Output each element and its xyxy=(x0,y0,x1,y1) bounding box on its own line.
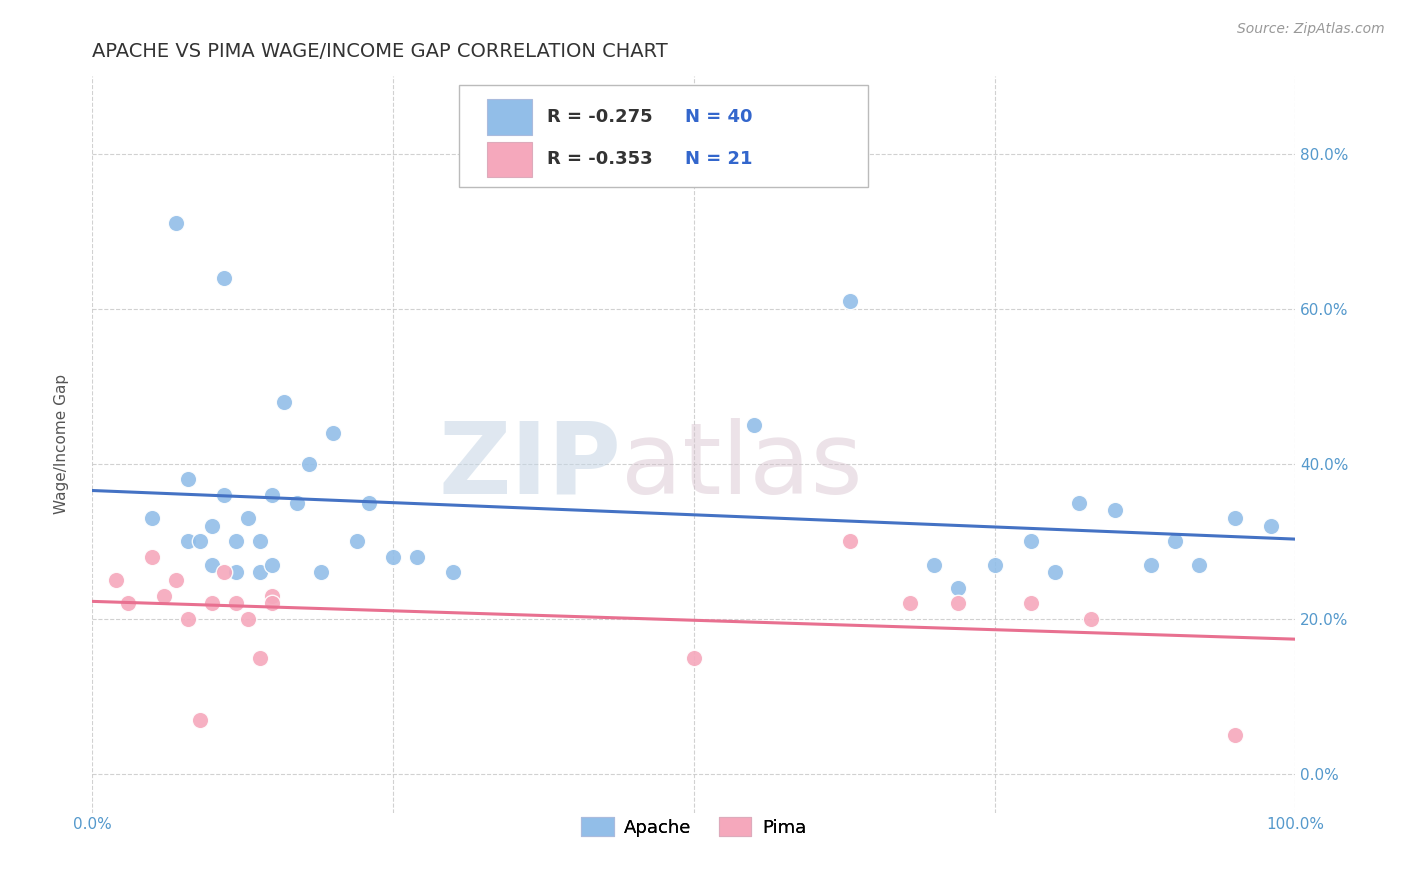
Point xyxy=(188,713,211,727)
Text: Wage/Income Gap: Wage/Income Gap xyxy=(55,375,69,515)
Point xyxy=(238,511,260,525)
Point xyxy=(201,558,224,572)
Point xyxy=(104,573,127,587)
Point xyxy=(1164,534,1187,549)
Text: R = -0.353: R = -0.353 xyxy=(547,151,652,169)
Point xyxy=(322,425,344,440)
Point xyxy=(262,488,284,502)
Point xyxy=(948,596,970,610)
Point xyxy=(357,495,380,509)
Text: Source: ZipAtlas.com: Source: ZipAtlas.com xyxy=(1237,22,1385,37)
Point xyxy=(1080,612,1102,626)
Legend: Apache, Pima: Apache, Pima xyxy=(574,810,814,844)
Point xyxy=(214,566,236,580)
Point xyxy=(924,558,946,572)
Point xyxy=(983,558,1005,572)
Point xyxy=(214,270,236,285)
Point xyxy=(405,549,427,564)
Point xyxy=(839,293,862,308)
Point xyxy=(682,650,704,665)
Point xyxy=(249,566,271,580)
FancyBboxPatch shape xyxy=(486,142,533,178)
Point xyxy=(188,534,211,549)
Point xyxy=(214,488,236,502)
Point xyxy=(1043,566,1066,580)
Point xyxy=(117,596,139,610)
Point xyxy=(153,589,176,603)
Point xyxy=(1260,518,1282,533)
Text: APACHE VS PIMA WAGE/INCOME GAP CORRELATION CHART: APACHE VS PIMA WAGE/INCOME GAP CORRELATI… xyxy=(91,42,668,61)
Text: atlas: atlas xyxy=(621,418,863,515)
Point xyxy=(201,596,224,610)
Point xyxy=(238,612,260,626)
Point xyxy=(441,566,464,580)
Text: R = -0.275: R = -0.275 xyxy=(547,108,652,126)
Point xyxy=(225,596,247,610)
Text: N = 40: N = 40 xyxy=(685,108,752,126)
Point xyxy=(177,612,200,626)
Point xyxy=(262,596,284,610)
Point xyxy=(141,511,163,525)
Point xyxy=(309,566,332,580)
Point xyxy=(165,217,187,231)
Point xyxy=(742,417,765,432)
Point xyxy=(297,457,319,471)
Point xyxy=(381,549,404,564)
Point xyxy=(141,549,163,564)
Point xyxy=(1225,511,1247,525)
Point xyxy=(225,534,247,549)
Point xyxy=(1019,596,1042,610)
Point xyxy=(839,534,862,549)
Point xyxy=(165,573,187,587)
Point xyxy=(1104,503,1126,517)
Point xyxy=(285,495,308,509)
Point xyxy=(177,472,200,486)
Point xyxy=(346,534,368,549)
FancyBboxPatch shape xyxy=(486,99,533,135)
Point xyxy=(262,589,284,603)
FancyBboxPatch shape xyxy=(458,85,868,186)
Point xyxy=(262,558,284,572)
Point xyxy=(898,596,921,610)
Point xyxy=(1188,558,1211,572)
Point xyxy=(201,518,224,533)
Text: ZIP: ZIP xyxy=(439,418,621,515)
Point xyxy=(1225,728,1247,742)
Point xyxy=(1019,534,1042,549)
Point xyxy=(177,534,200,549)
Point xyxy=(1067,495,1090,509)
Point xyxy=(225,566,247,580)
Point xyxy=(249,534,271,549)
Point xyxy=(948,581,970,595)
Point xyxy=(249,650,271,665)
Point xyxy=(1140,558,1163,572)
Point xyxy=(273,394,295,409)
Text: N = 21: N = 21 xyxy=(685,151,752,169)
